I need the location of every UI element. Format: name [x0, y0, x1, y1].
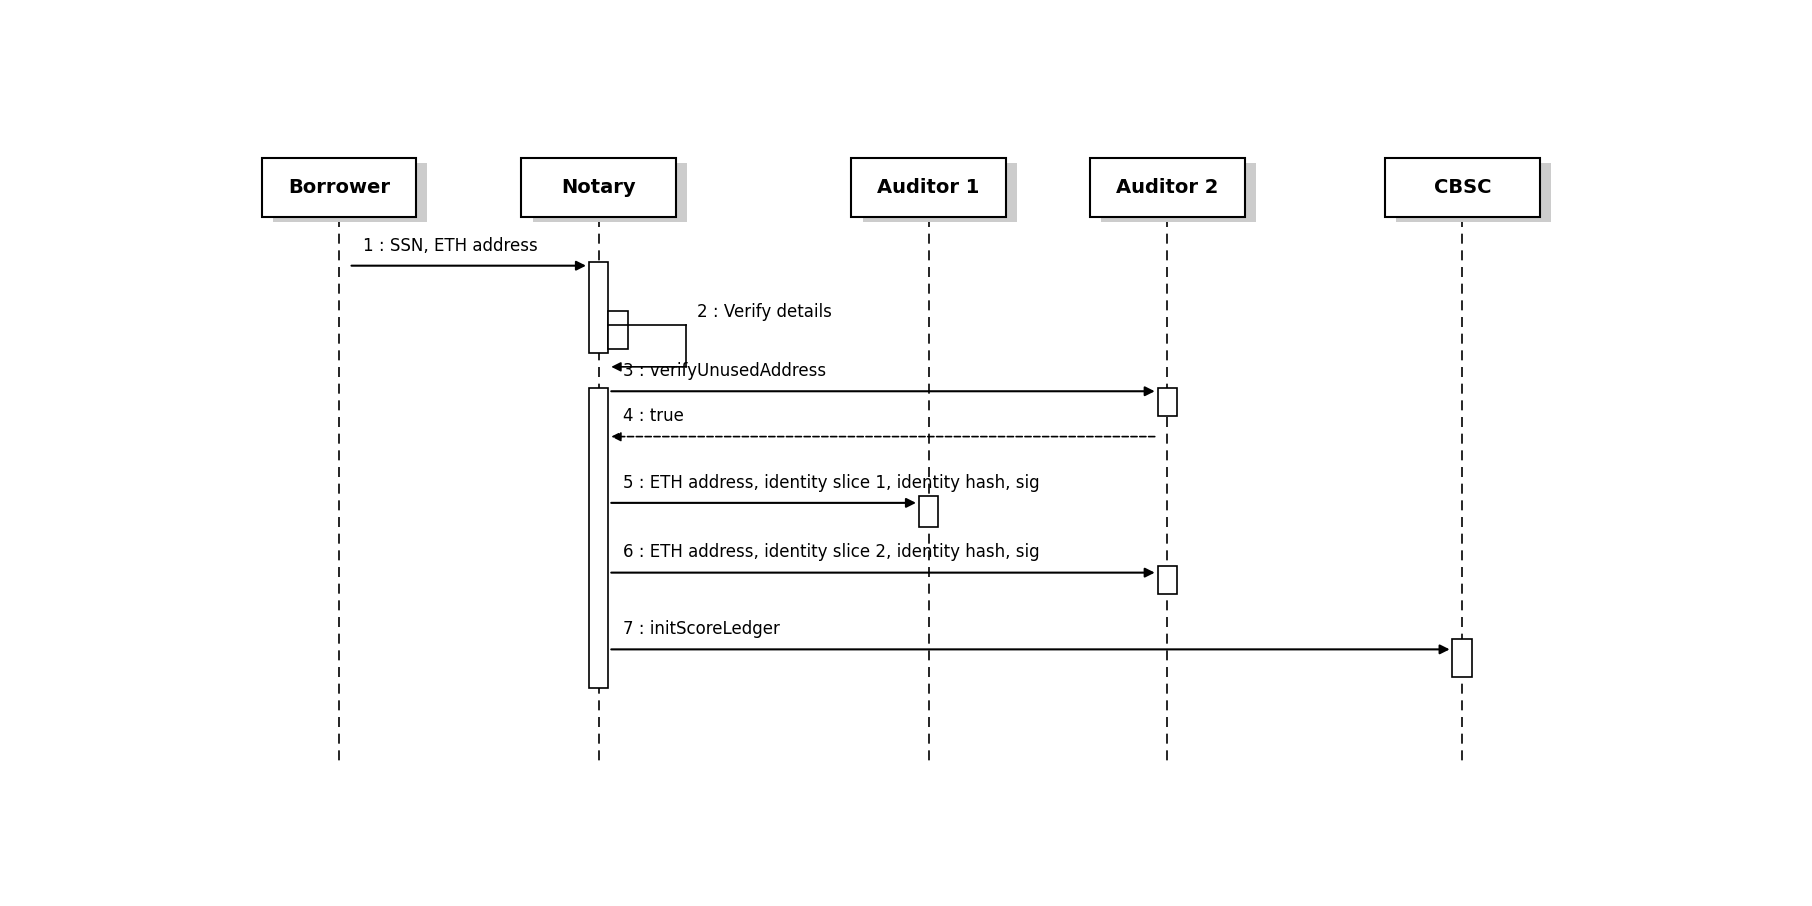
Bar	[863, 163, 1017, 223]
Bar	[1158, 388, 1178, 416]
Bar	[1453, 639, 1471, 678]
Text: Borrower: Borrower	[288, 178, 390, 197]
Bar	[274, 163, 428, 223]
Text: Auditor 1: Auditor 1	[877, 178, 980, 197]
Text: 1 : SSN, ETH address: 1 : SSN, ETH address	[362, 236, 538, 255]
Bar	[1102, 163, 1256, 223]
Bar	[589, 388, 609, 688]
Bar	[1384, 158, 1540, 217]
Text: 5 : ETH address, identity slice 1, identity hash, sig: 5 : ETH address, identity slice 1, ident…	[623, 474, 1038, 492]
Bar	[261, 158, 417, 217]
Text: Auditor 2: Auditor 2	[1116, 178, 1218, 197]
Text: 6 : ETH address, identity slice 2, identity hash, sig: 6 : ETH address, identity slice 2, ident…	[623, 544, 1038, 562]
Bar	[1397, 163, 1551, 223]
Bar	[589, 262, 609, 352]
Text: Notary: Notary	[562, 178, 636, 197]
Text: 4 : true: 4 : true	[623, 408, 683, 426]
Text: 7 : initScoreLedger: 7 : initScoreLedger	[623, 621, 779, 638]
Bar	[609, 311, 629, 350]
Text: CBSC: CBSC	[1433, 178, 1491, 197]
Bar	[522, 158, 676, 217]
Bar	[1091, 158, 1245, 217]
Text: 3 : verifyUnusedAddress: 3 : verifyUnusedAddress	[623, 362, 826, 381]
Bar	[1158, 565, 1178, 593]
Bar	[852, 158, 1006, 217]
Bar	[533, 163, 687, 223]
Text: 2 : Verify details: 2 : Verify details	[698, 304, 832, 322]
Bar	[919, 496, 939, 527]
